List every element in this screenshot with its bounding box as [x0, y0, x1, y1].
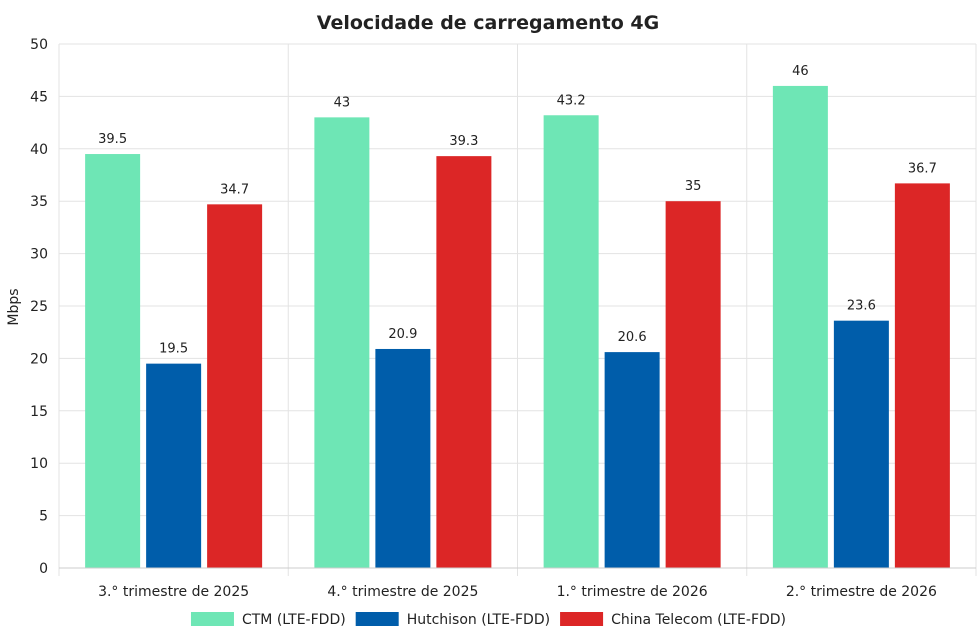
- legend-item[interactable]: CTM (LTE-FDD): [190, 612, 346, 628]
- chart-title: Velocidade de carregamento 4G: [317, 12, 659, 34]
- y-tick-label: 5: [39, 509, 48, 525]
- y-tick-label: 0: [39, 561, 48, 577]
- bar: [85, 154, 141, 569]
- bar-value-label: 36.7: [908, 161, 937, 176]
- legend-label: Hutchison (LTE-FDD): [407, 612, 550, 628]
- y-tick-label: 15: [30, 404, 48, 420]
- y-tick-label: 50: [30, 37, 48, 53]
- y-tick-label: 40: [30, 142, 48, 158]
- bar-value-label: 20.9: [388, 327, 417, 342]
- bar: [833, 320, 889, 568]
- legend-swatch: [355, 612, 399, 626]
- legend-label: China Telecom (LTE-FDD): [611, 612, 786, 628]
- y-tick-label: 25: [30, 299, 48, 315]
- legend-swatch: [560, 612, 604, 626]
- x-tick-label: 1.° trimestre de 2026: [557, 584, 708, 600]
- bar: [314, 117, 370, 569]
- y-axis-label: Mbps: [6, 288, 22, 325]
- y-tick-label: 35: [30, 194, 48, 210]
- bar: [772, 85, 828, 569]
- bar: [146, 363, 202, 568]
- bar-value-label: 20.6: [618, 330, 647, 345]
- data-labels: 39.5 19.5 34.7 43 20.9 39.3 43.2 20.6 35 46 23.6 36…: [98, 64, 937, 357]
- axes: 0 5 10 15 20 25 30 35 40 45 50 3.° trimestre de 202…: [30, 37, 976, 600]
- bar-value-label: 39.3: [449, 134, 478, 149]
- bar-value-label: 23.6: [847, 299, 876, 314]
- bar-value-label: 35: [685, 179, 702, 194]
- bars: [85, 85, 950, 569]
- bar: [543, 115, 599, 568]
- legend: CTM (LTE-FDD) Hutchison (LTE-FDD) China Te…: [190, 612, 786, 628]
- bar: [436, 156, 492, 569]
- bar-value-label: 34.7: [220, 182, 249, 197]
- bar: [665, 201, 721, 568]
- y-tick-label: 30: [30, 247, 48, 263]
- bar: [207, 204, 263, 568]
- y-tick-label: 45: [30, 89, 48, 105]
- x-tick-label: 2.° trimestre de 2026: [786, 584, 937, 600]
- bar-value-label: 46: [792, 64, 809, 79]
- y-tick-label: 20: [30, 351, 48, 367]
- bar-value-label: 19.5: [159, 342, 188, 357]
- bar-value-label: 43.2: [557, 93, 586, 108]
- bar: [375, 348, 431, 568]
- legend-item[interactable]: China Telecom (LTE-FDD): [560, 612, 786, 628]
- y-tick-label: 10: [30, 456, 48, 472]
- bar-value-label: 39.5: [98, 132, 127, 147]
- bar: [604, 352, 660, 568]
- legend-label: CTM (LTE-FDD): [242, 612, 346, 628]
- legend-item[interactable]: Hutchison (LTE-FDD): [355, 612, 550, 628]
- legend-swatch: [190, 612, 234, 626]
- x-tick-label: 4.° trimestre de 2025: [327, 584, 478, 600]
- bar: [894, 183, 950, 568]
- bar-value-label: 43: [334, 95, 351, 110]
- x-tick-label: 3.° trimestre de 2025: [98, 584, 249, 600]
